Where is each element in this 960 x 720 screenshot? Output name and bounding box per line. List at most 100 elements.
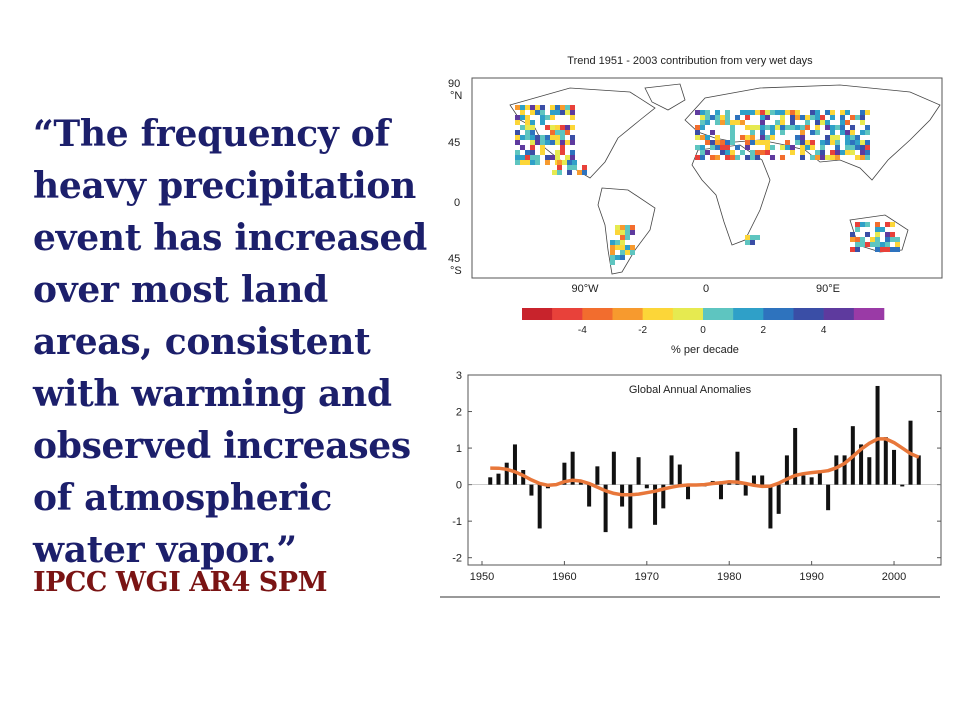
map-cell bbox=[895, 237, 900, 242]
map-cell bbox=[695, 145, 700, 150]
anomaly-bar bbox=[867, 457, 872, 485]
map-cell bbox=[520, 105, 525, 110]
map-axis-labels: 90 °N 45 0 45 °S 90°W 0 90°E bbox=[448, 78, 840, 295]
map-cell bbox=[745, 235, 750, 240]
colorbar-tick-label: 4 bbox=[821, 325, 827, 336]
colorbar-tick-label: -2 bbox=[638, 325, 647, 336]
map-cell bbox=[780, 130, 785, 135]
map-cell bbox=[760, 110, 765, 115]
colorbar-swatch bbox=[763, 308, 794, 320]
map-cell bbox=[840, 125, 845, 130]
map-cell bbox=[570, 135, 575, 140]
map-cell bbox=[745, 115, 750, 120]
map-cell bbox=[790, 150, 795, 155]
map-cell bbox=[515, 155, 520, 160]
map-cell bbox=[705, 115, 710, 120]
map-cell bbox=[750, 130, 755, 135]
map-cell bbox=[865, 155, 870, 160]
map-cell bbox=[560, 125, 565, 130]
colorbar-swatch bbox=[642, 308, 674, 320]
map-cell bbox=[840, 150, 845, 155]
map-cell bbox=[565, 155, 570, 160]
anomaly-bar bbox=[809, 477, 814, 485]
map-cell bbox=[625, 250, 630, 255]
map-cell bbox=[750, 110, 755, 115]
map-cell bbox=[830, 110, 835, 115]
map-cell bbox=[815, 120, 820, 125]
map-cell bbox=[745, 125, 750, 130]
map-cell bbox=[560, 135, 565, 140]
colorbar-tick-label: 0 bbox=[700, 325, 706, 336]
map-cell bbox=[830, 115, 835, 120]
map-cell bbox=[540, 135, 545, 140]
map-cell bbox=[850, 125, 855, 130]
map-cell bbox=[562, 160, 567, 165]
map-cell bbox=[567, 165, 572, 170]
map-cell bbox=[625, 230, 630, 235]
map-cell bbox=[710, 140, 715, 145]
map-cell bbox=[860, 110, 865, 115]
map-cell bbox=[845, 120, 850, 125]
map-cell bbox=[715, 115, 720, 120]
map-cell bbox=[790, 120, 795, 125]
map-cell bbox=[560, 110, 565, 115]
anomaly-bar bbox=[776, 484, 781, 514]
map-cell bbox=[550, 115, 555, 120]
map-cell bbox=[530, 110, 535, 115]
map-cell bbox=[550, 130, 555, 135]
map-cell bbox=[820, 145, 825, 150]
map-cell bbox=[775, 110, 780, 115]
map-cell bbox=[820, 115, 825, 120]
anomaly-bar bbox=[661, 484, 666, 509]
map-cell bbox=[785, 110, 790, 115]
map-cell bbox=[545, 155, 550, 160]
map-cell bbox=[715, 135, 720, 140]
colorbar-swatch bbox=[552, 308, 583, 320]
anomaly-bar bbox=[587, 484, 592, 507]
map-cell bbox=[745, 155, 750, 160]
map-cell bbox=[780, 125, 785, 130]
anomaly-bar bbox=[537, 484, 542, 529]
anomaly-bar bbox=[834, 455, 839, 485]
map-cell bbox=[560, 130, 565, 135]
map-cell bbox=[860, 237, 865, 242]
map-cell bbox=[570, 110, 575, 115]
map-cell bbox=[825, 140, 830, 145]
map-cell bbox=[700, 145, 705, 150]
map-cell bbox=[695, 155, 700, 160]
map-cell bbox=[610, 260, 615, 265]
x-tick-label: 1970 bbox=[635, 571, 659, 583]
map-cell bbox=[700, 110, 705, 115]
map-cell bbox=[885, 222, 890, 227]
map-cell bbox=[555, 135, 560, 140]
map-cell bbox=[555, 130, 560, 135]
map-cell bbox=[855, 145, 860, 150]
map-cell bbox=[830, 130, 835, 135]
map-cell bbox=[582, 170, 587, 175]
map-cell bbox=[835, 150, 840, 155]
map-cell bbox=[760, 140, 765, 145]
map-cell bbox=[705, 140, 710, 145]
map-cell bbox=[855, 237, 860, 242]
map-cell bbox=[875, 242, 880, 247]
map-cell bbox=[780, 120, 785, 125]
map-cell bbox=[535, 160, 540, 165]
map-cell bbox=[730, 135, 735, 140]
map-cell bbox=[560, 140, 565, 145]
anomaly-bar bbox=[916, 455, 921, 485]
map-cell bbox=[555, 155, 560, 160]
map-cell bbox=[582, 165, 587, 170]
map-cell bbox=[625, 235, 630, 240]
x-tick-label: 1990 bbox=[799, 571, 823, 583]
map-cell bbox=[860, 150, 865, 155]
map-cell bbox=[745, 145, 750, 150]
map-cell bbox=[535, 140, 540, 145]
map-cell bbox=[610, 250, 615, 255]
map-cell bbox=[780, 115, 785, 120]
map-cell bbox=[695, 130, 700, 135]
map-cell bbox=[750, 135, 755, 140]
map-cell bbox=[755, 125, 760, 130]
north-america-outline bbox=[509, 87, 656, 179]
map-cell bbox=[730, 140, 735, 145]
lon-label-0: 0 bbox=[703, 283, 709, 295]
